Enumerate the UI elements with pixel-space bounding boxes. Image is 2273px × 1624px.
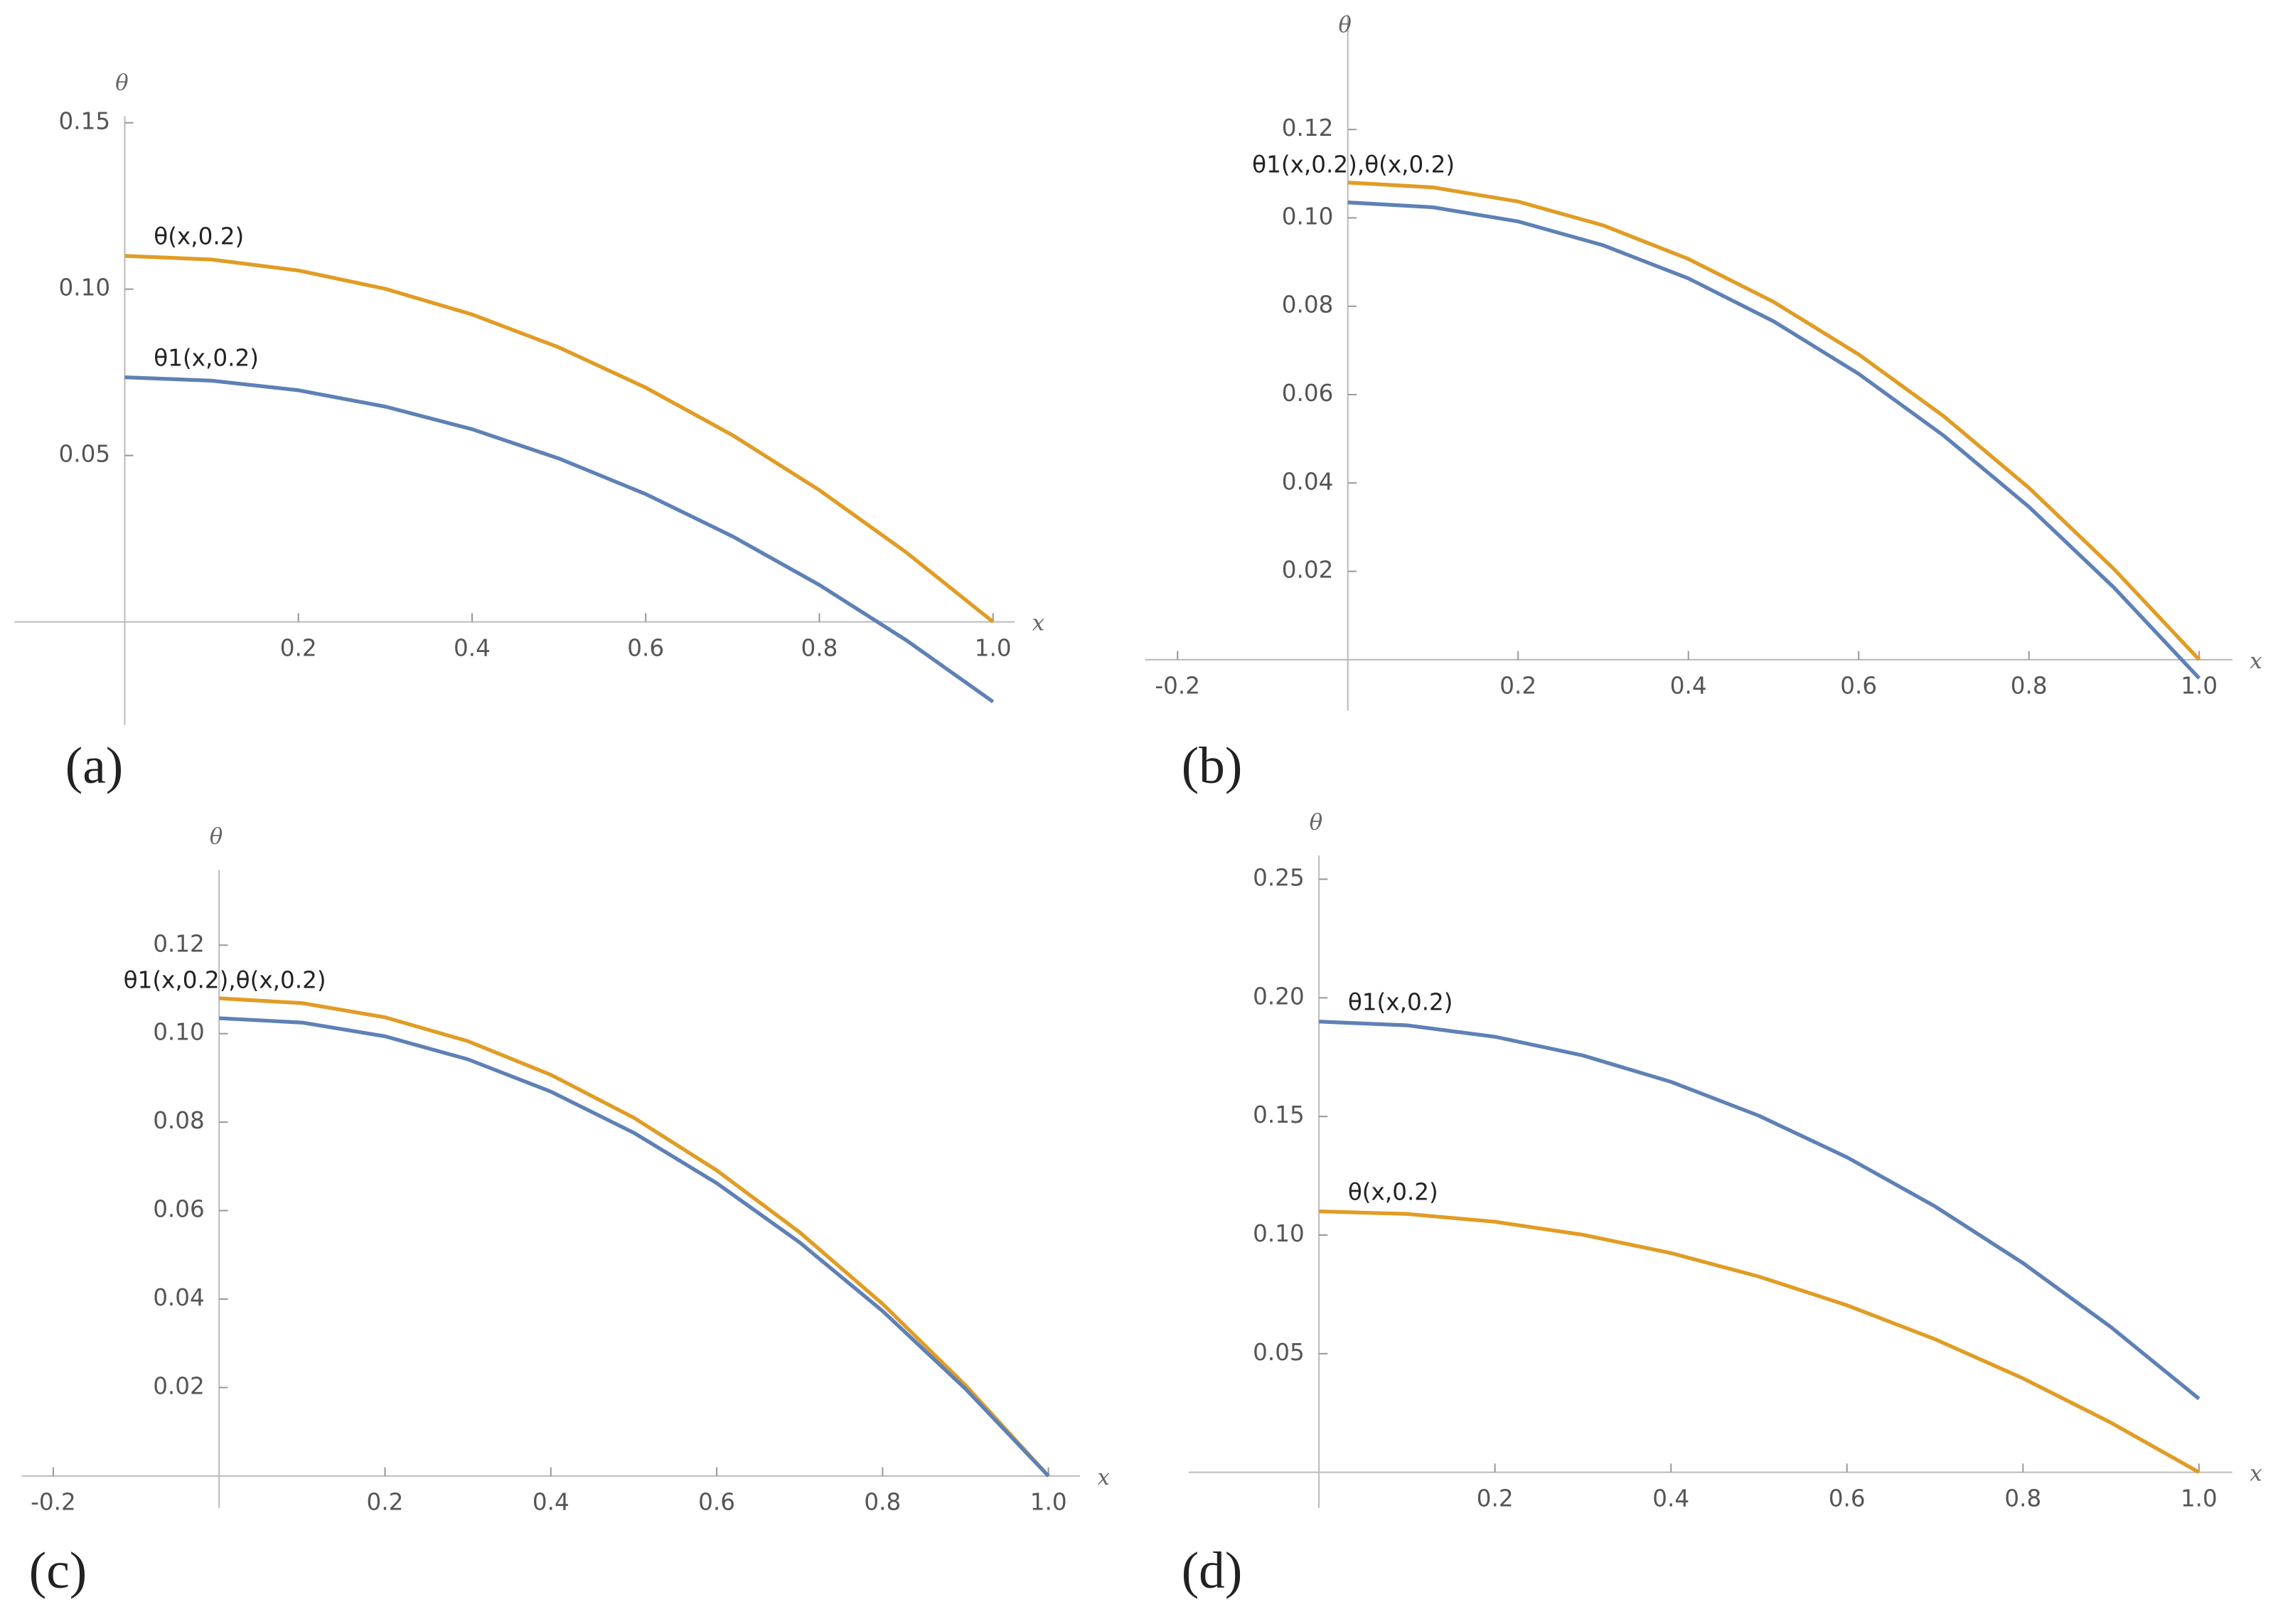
y-tick-label: 0.02 (1282, 557, 1334, 584)
x-tick-label: -0.2 (1155, 673, 1200, 700)
panel: 0.2 0.4 0.6 0.8 1.0 0.05 0.10 0.15θ x θ(x,0.2) θ1(… (14, 70, 1044, 794)
x-tick-label: 0.4 (1670, 673, 1707, 700)
line (1347, 181, 2201, 661)
y-tick-label: 0.08 (1282, 292, 1334, 319)
x-tick-label: 0.6 (1840, 673, 1877, 700)
panel-label: (b) (1182, 737, 1243, 794)
line (1319, 1209, 2200, 1474)
y-tick-label: 0.05 (58, 441, 110, 468)
y-tick-label: 0.05 (1253, 1339, 1305, 1366)
x-tick-label: 0.8 (801, 634, 838, 661)
line (219, 1016, 1050, 1478)
y-tick-label: 0.15 (1253, 1101, 1305, 1128)
x-axis-label: x (2250, 649, 2262, 674)
x-tick-label: 0.8 (2011, 673, 2048, 700)
x-tick-label: 0.8 (2004, 1485, 2041, 1512)
y-tick-label: 0.12 (153, 930, 205, 957)
y-tick-label: 0.25 (1253, 865, 1305, 892)
x-tick-label: 0.2 (1477, 1485, 1514, 1512)
x-axis-label: x (2250, 1462, 2262, 1487)
y-axis-label: θ (1310, 810, 1322, 835)
x-tick-label: -0.2 (31, 1489, 76, 1516)
y-axis-label: θ (1338, 13, 1351, 38)
x-tick-label: 1.0 (975, 634, 1012, 661)
x-axis-label: x (1097, 1465, 1109, 1490)
x-tick-label: 0.8 (864, 1489, 901, 1516)
x-tick-label: 0.4 (1652, 1485, 1689, 1512)
x-tick-label: 0.2 (1499, 673, 1536, 700)
series-label: θ(x,0.2) (1348, 1178, 1438, 1205)
y-tick-label: 0.10 (153, 1019, 205, 1046)
y-tick-label: 0.04 (153, 1284, 205, 1311)
y-tick-label: 0.12 (1282, 114, 1334, 141)
panel-label: (d) (1182, 1542, 1243, 1599)
y-tick-label: 0.06 (1282, 380, 1334, 407)
y-tick-label: 0.04 (1282, 468, 1334, 495)
panel: -0.2 0.2 0.4 0.6 0.8 1.00.020.040.060.080.100… (1145, 13, 2262, 794)
line (1347, 201, 2201, 680)
panel-label: (c) (29, 1542, 87, 1599)
y-tick-label: 0.20 (1253, 983, 1305, 1010)
x-tick-label: 1.0 (1030, 1489, 1067, 1516)
x-axis-label: x (1032, 611, 1044, 636)
x-tick-label: 0.6 (1829, 1485, 1866, 1512)
series-label: θ1(x,0.2) (1348, 988, 1453, 1015)
x-tick-label: 0.2 (280, 634, 317, 661)
y-tick-label: 0.15 (58, 108, 110, 135)
y-tick-label: 0.02 (153, 1372, 205, 1399)
line (219, 996, 1050, 1478)
x-tick-label: 0.2 (367, 1489, 404, 1516)
panel: -0.2 0.2 0.4 0.6 0.8 1.0 0.02 0.04 0.06 0.08 0.10 0… (21, 825, 1110, 1599)
y-tick-label: 0.06 (153, 1196, 205, 1223)
annotation: θ1(x,0.2),θ(x,0.2) (124, 967, 326, 994)
line (124, 375, 995, 704)
panel-label: (a) (65, 737, 123, 794)
panel: 0.2 0.4 0.6 0.8 1.0 0.05 0.10 0.15 0.20 0.25 θ x θ1(… (1182, 810, 2262, 1599)
x-tick-label: 0.6 (627, 634, 664, 661)
line (1318, 1020, 2200, 1401)
y-tick-label: 0.08 (153, 1107, 205, 1134)
y-tick-label: 0.10 (1282, 203, 1334, 230)
line (124, 254, 995, 624)
x-tick-label: 0.4 (533, 1489, 569, 1516)
x-tick-label: 1.0 (2181, 1485, 2218, 1512)
series-label: θ1(x,0.2) (154, 344, 259, 371)
x-tick-label: 0.4 (454, 634, 491, 661)
y-tick-label: 0.10 (1253, 1220, 1305, 1247)
x-tick-label: 0.6 (698, 1489, 735, 1516)
y-tick-label: 0.10 (58, 274, 110, 301)
y-axis-label: θ (115, 70, 128, 95)
series-label: θ(x,0.2) (154, 223, 244, 250)
y-axis-label: θ (210, 825, 223, 850)
annotation: θ1(x,0.2),θ(x,0.2) (1252, 151, 1455, 178)
